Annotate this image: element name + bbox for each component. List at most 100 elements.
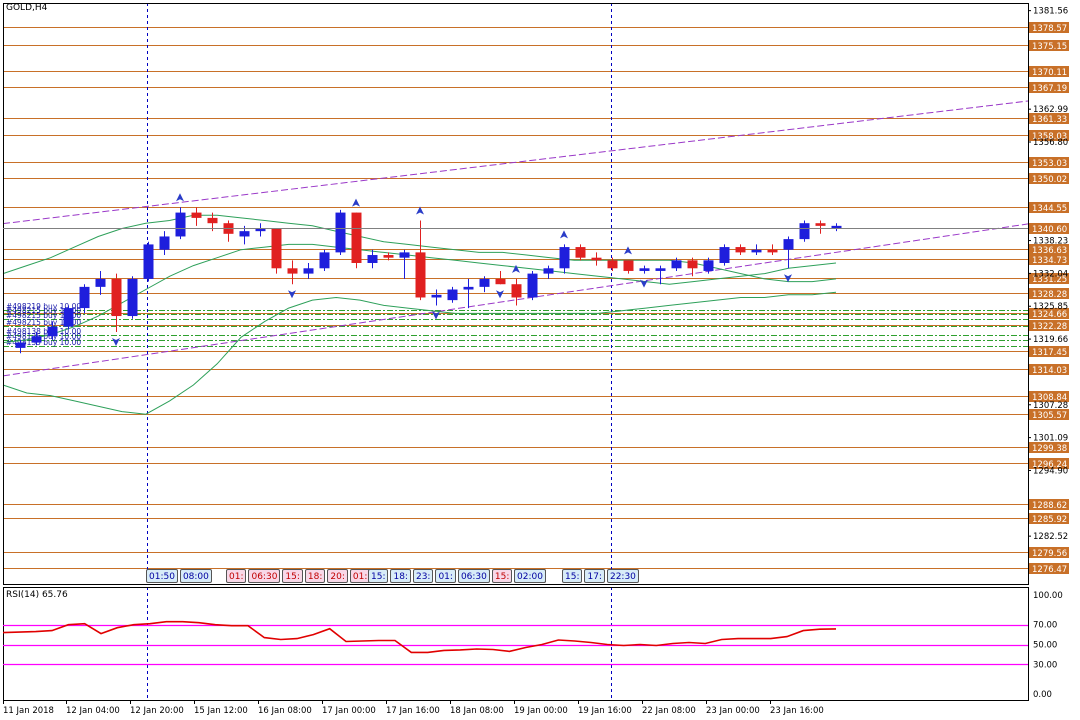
- channel-line: [2, 223, 1029, 377]
- order-label: #498215 buy 10.00: [6, 306, 81, 315]
- fractal-down-arrow: [496, 290, 504, 299]
- level-tag-label: 1299.38: [1032, 444, 1067, 454]
- candle-up: [127, 278, 138, 317]
- level-tag-label: 1296.24: [1032, 460, 1067, 470]
- bands-lower-line: [2, 291, 837, 415]
- level-tag-label: 1350.02: [1032, 175, 1067, 185]
- time-tick-label: 19 Jan 00:00: [514, 706, 568, 716]
- level-tag-label: 1334.73: [1032, 256, 1067, 266]
- candle-up: [543, 268, 554, 274]
- candle-up: [175, 212, 186, 237]
- candle-up: [751, 249, 762, 253]
- candle-up: [159, 236, 170, 250]
- session-time-label: 06:30: [248, 569, 281, 583]
- order-label: #498219 buy 10.00: [6, 302, 81, 311]
- rsi-frame: [3, 587, 1029, 701]
- rsi-tick-label: 50.00: [1033, 641, 1057, 651]
- candle-up: [431, 294, 442, 298]
- session-group: 15: 17: 22:30: [562, 569, 639, 583]
- fractal-down-arrow: [640, 279, 648, 288]
- order-label: #498135 buy 10.00: [6, 338, 81, 347]
- fractal-down-arrow: [432, 311, 440, 320]
- candle-up: [655, 268, 666, 271]
- session-dividers: [147, 3, 612, 700]
- level-tag-label: 1375.15: [1032, 42, 1067, 52]
- time-tick-label: 23 Jan 00:00: [706, 706, 760, 716]
- fractal-up-arrow: [176, 193, 184, 202]
- candle-up: [527, 273, 538, 298]
- candle-down: [591, 257, 602, 261]
- candle-down: [287, 268, 298, 274]
- price-tick-label: 1319.66: [1033, 335, 1068, 345]
- candle-down: [111, 278, 122, 317]
- time-tick-label: 17 Jan 00:00: [322, 706, 376, 716]
- level-tag: [1029, 40, 1069, 51]
- candle-up: [783, 239, 794, 250]
- price-channel: [2, 100, 1029, 377]
- level-tag-label: 1344.55: [1032, 204, 1067, 214]
- candle-down: [415, 252, 426, 298]
- level-tag: [1029, 320, 1069, 331]
- session-time-label: 18:: [390, 569, 411, 583]
- candle-up: [319, 252, 330, 269]
- time-tick-label: 11 Jan 2018: [3, 706, 54, 716]
- level-tag: [1029, 547, 1069, 558]
- price-axis: 1381.56 1362.99 1356.80 1338.23 1332.04 1325.…: [1028, 7, 1068, 542]
- level-tag-label: 1288.62: [1032, 501, 1067, 511]
- session-time-label: 15:: [368, 569, 389, 583]
- level-tag: [1029, 22, 1069, 33]
- level-tag: [1029, 364, 1069, 375]
- candle-up: [63, 308, 74, 327]
- level-tag: [1029, 254, 1069, 265]
- session-time-label: 20:: [327, 569, 348, 583]
- level-tag-label: 1328.28: [1032, 290, 1067, 300]
- rsi-tick-label: 30.00: [1033, 660, 1057, 670]
- level-tag: [1029, 391, 1069, 402]
- price-tick-label: 1282.52: [1033, 532, 1068, 542]
- fractal-up-arrow: [624, 246, 632, 255]
- session-time-label: 01:: [226, 569, 247, 583]
- level-tag-label: 1308.84: [1032, 393, 1067, 403]
- time-tick-label: 22 Jan 08:00: [642, 706, 696, 716]
- chart-frame: [3, 3, 1029, 701]
- rsi-tick-label: 100.00: [1033, 591, 1063, 601]
- channel-line: [2, 100, 1029, 225]
- time-tick-label: 16 Jan 08:00: [258, 706, 312, 716]
- level-tag: [1029, 346, 1069, 357]
- order-label: #498138 buy 10.00: [6, 327, 81, 336]
- level-tag: [1029, 173, 1069, 184]
- order-label: #498215 buy 10.00: [6, 311, 81, 320]
- horizontal-levels: 1378.57 1375.15 1370.11 1367.19 1361.33 1358.…: [3, 22, 1069, 575]
- session-time-label: 15:: [282, 569, 303, 583]
- candle-up: [799, 223, 810, 240]
- session-group: 02:00: [514, 569, 546, 583]
- level-tag: [1029, 223, 1069, 234]
- candle-up: [335, 212, 346, 253]
- candle-up: [47, 326, 58, 337]
- main-frame: [3, 3, 1029, 585]
- level-tag-label: 1305.57: [1032, 411, 1067, 421]
- session-time-label: 08:00: [179, 569, 212, 583]
- level-tag: [1029, 202, 1069, 213]
- session-time-label: 22:30: [606, 569, 639, 583]
- time-tick-label: 12 Jan 20:00: [130, 706, 184, 716]
- session-time-label: 01:50: [146, 569, 178, 583]
- fractal-up-arrow: [352, 198, 360, 207]
- candle-up: [15, 342, 26, 348]
- candle-up: [463, 286, 474, 290]
- rsi-tick-label: 70.00: [1033, 621, 1057, 631]
- candle-up: [703, 260, 714, 271]
- level-tag-label: 1353.03: [1032, 159, 1067, 169]
- fractal-markers: [112, 193, 792, 346]
- candle-up: [31, 336, 42, 343]
- level-tag-label: 1331.25: [1032, 275, 1067, 285]
- session-time-label: 23:: [412, 569, 434, 583]
- price-tick-label: 1294.90: [1033, 466, 1068, 476]
- level-tag-label: 1340.60: [1032, 225, 1067, 235]
- fractal-up-arrow: [512, 264, 520, 273]
- session-time-label: 17:: [584, 569, 605, 583]
- level-tag-label: 1324.66: [1032, 310, 1067, 320]
- level-tag: [1029, 288, 1069, 299]
- level-tag-label: 1276.47: [1032, 565, 1067, 575]
- time-axis: 11 Jan 2018 12 Jan 04:00 12 Jan 20:00 15 Ja…: [3, 700, 824, 716]
